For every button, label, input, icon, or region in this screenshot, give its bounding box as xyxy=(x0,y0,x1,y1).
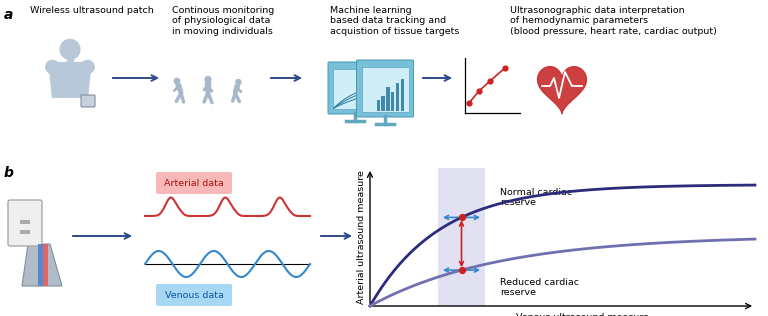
Circle shape xyxy=(60,40,80,59)
Bar xyxy=(391,92,394,111)
FancyBboxPatch shape xyxy=(81,95,95,107)
Polygon shape xyxy=(22,244,62,286)
Point xyxy=(463,100,475,106)
Polygon shape xyxy=(176,84,183,93)
Bar xyxy=(362,67,409,112)
Circle shape xyxy=(81,60,94,74)
Point xyxy=(499,65,511,70)
Circle shape xyxy=(174,78,180,84)
Point xyxy=(455,268,468,273)
Bar xyxy=(438,168,485,306)
Point xyxy=(455,215,468,220)
Text: a: a xyxy=(4,8,13,22)
Circle shape xyxy=(236,80,241,84)
FancyBboxPatch shape xyxy=(356,60,413,117)
Text: Arterial ultrasound measure: Arterial ultrasound measure xyxy=(357,170,366,304)
Bar xyxy=(396,83,399,111)
Text: b: b xyxy=(4,166,14,180)
Text: Continous monitoring
of physiological data
in moving individuals: Continous monitoring of physiological da… xyxy=(172,6,274,36)
Text: Wireless ultrasound patch: Wireless ultrasound patch xyxy=(30,6,154,15)
Polygon shape xyxy=(538,67,587,114)
Text: Venous ultrasound measure: Venous ultrasound measure xyxy=(516,313,649,316)
Text: Reduced cardiac
reserve: Reduced cardiac reserve xyxy=(500,278,579,297)
Bar xyxy=(20,220,30,224)
Polygon shape xyxy=(49,63,91,97)
Text: Venous data: Venous data xyxy=(164,290,223,300)
Bar xyxy=(333,69,377,109)
Point xyxy=(473,88,485,94)
Circle shape xyxy=(205,76,211,82)
Point xyxy=(484,78,496,83)
FancyBboxPatch shape xyxy=(156,172,232,194)
Polygon shape xyxy=(205,83,210,93)
FancyBboxPatch shape xyxy=(328,62,382,114)
Bar xyxy=(43,244,48,286)
Text: Arterial data: Arterial data xyxy=(164,179,224,187)
Bar xyxy=(38,244,42,286)
Circle shape xyxy=(46,60,59,74)
Bar xyxy=(386,87,389,111)
Polygon shape xyxy=(233,85,240,93)
Bar xyxy=(376,100,380,111)
Bar xyxy=(20,230,30,234)
Bar xyxy=(382,96,385,111)
Text: Ultrasonographic data interpretation
of hemodynamic parameters
(blood pressure, : Ultrasonographic data interpretation of … xyxy=(510,6,717,36)
Text: Machine learning
based data tracking and
acquistion of tissue targets: Machine learning based data tracking and… xyxy=(330,6,459,36)
Text: Normal cardiac
reserve: Normal cardiac reserve xyxy=(500,188,572,207)
FancyBboxPatch shape xyxy=(156,284,232,306)
FancyBboxPatch shape xyxy=(8,200,42,246)
Bar xyxy=(68,49,73,62)
Bar xyxy=(401,79,404,111)
